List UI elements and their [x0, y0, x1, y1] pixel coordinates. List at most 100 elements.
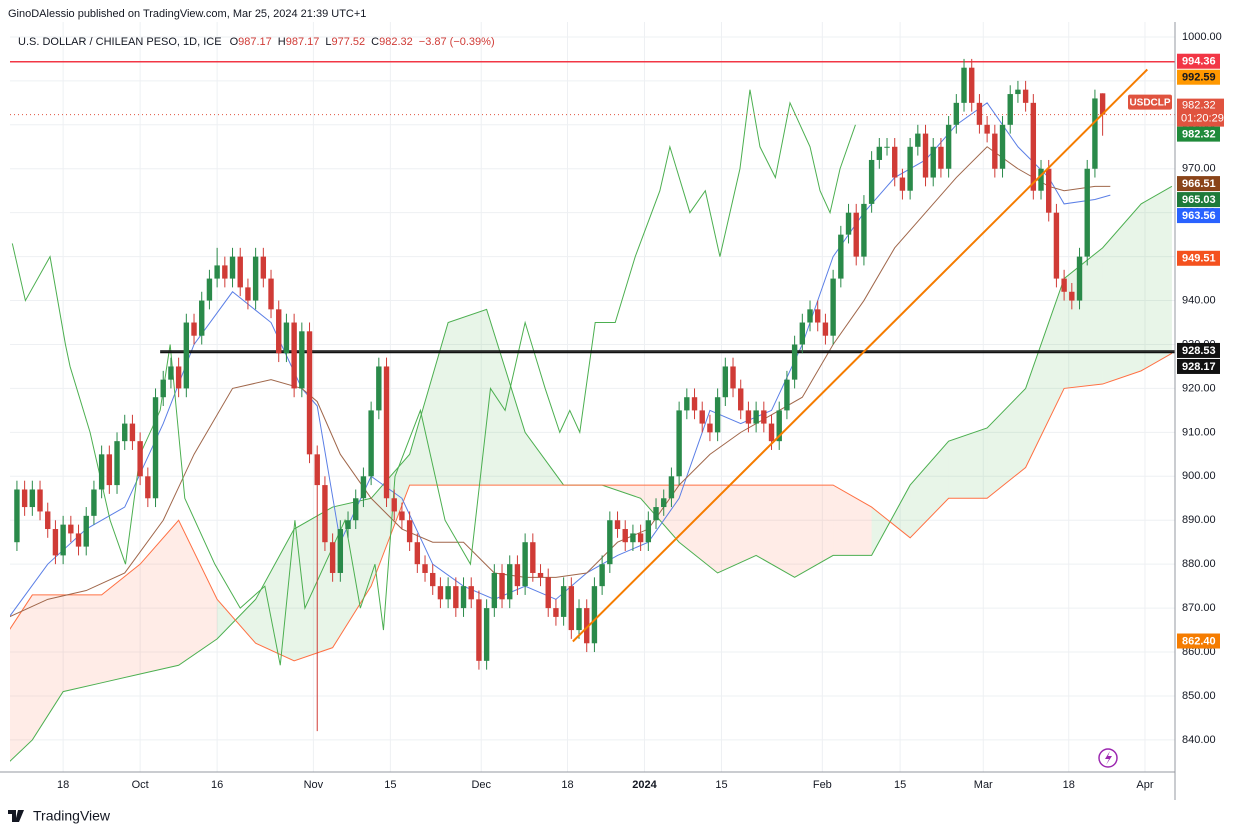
- candle-body: [884, 146, 890, 148]
- x-tick-label: 16: [211, 779, 223, 791]
- symbol-legend: U.S. DOLLAR / CHILEAN PESO, 1D, ICE O987.…: [18, 36, 495, 48]
- price-label-box: [1177, 250, 1220, 266]
- candle-body: [714, 397, 721, 433]
- cloud-fill: [717, 485, 757, 573]
- candle-body: [229, 256, 236, 279]
- y-tick-label: 880.00: [1182, 558, 1216, 570]
- candle-body: [322, 485, 328, 543]
- candle-body: [653, 507, 659, 521]
- candle-body: [422, 564, 428, 573]
- price-label: 966.51: [1182, 178, 1216, 190]
- publisher-header: GinoDAlessio published on TradingView.co…: [8, 8, 366, 20]
- candle-body: [899, 177, 906, 191]
- candle-body: [784, 379, 790, 411]
- candle-body: [245, 287, 251, 301]
- candle-body: [1030, 102, 1037, 191]
- candle-body: [222, 265, 228, 279]
- candle-body: [938, 146, 944, 169]
- candle-body: [637, 533, 644, 543]
- candle-body: [845, 212, 852, 235]
- last-price-value: 982.32: [1182, 100, 1216, 112]
- price-label-box: [1177, 633, 1220, 649]
- candle-body: [922, 133, 929, 178]
- candle-body: [1007, 94, 1013, 125]
- plot-area: [10, 58, 1175, 762]
- candle-body: [915, 133, 921, 147]
- candle-body: [260, 256, 267, 279]
- candle-body: [199, 300, 205, 336]
- candle-body: [507, 564, 513, 600]
- price-label-box: [1177, 176, 1220, 192]
- price-label: 992.59: [1182, 72, 1216, 84]
- candle-body: [1092, 98, 1098, 169]
- candle-body: [214, 265, 220, 279]
- candle-body: [299, 331, 305, 389]
- symbol-tag-text: USDCLP: [1129, 97, 1170, 108]
- span-b-line: [10, 352, 1173, 662]
- candle-body: [168, 366, 174, 380]
- price-label-box: [1177, 192, 1220, 208]
- candle-body: [599, 564, 605, 587]
- axes: 840.00 850.00 860.00 870.00 880.00 890.00 900.…: [57, 31, 1224, 791]
- candle-body: [522, 542, 528, 587]
- candle-body: [460, 586, 467, 609]
- candle-body: [276, 309, 282, 354]
- candle-body: [414, 542, 421, 565]
- x-tick-label: 2024: [632, 779, 657, 791]
- cloud-fill: [371, 454, 410, 587]
- candle-body: [152, 397, 159, 499]
- price-label: 994.36: [1182, 56, 1216, 68]
- candle-body: [1022, 89, 1029, 103]
- y-tick-label: 850.00: [1182, 690, 1216, 702]
- candle-body: [607, 520, 613, 565]
- candle-body: [830, 278, 836, 336]
- candle-body: [37, 489, 43, 512]
- candle-body: [98, 454, 105, 490]
- y-tick-label: 840.00: [1182, 734, 1216, 746]
- candle-body: [191, 322, 197, 336]
- candle-body: [237, 256, 243, 288]
- candle-body: [568, 586, 575, 631]
- candle-body: [1038, 168, 1044, 191]
- candle-body: [306, 331, 313, 455]
- candle-body: [961, 67, 967, 103]
- candle-body: [776, 410, 782, 442]
- price-label-box: [1177, 358, 1220, 374]
- candle-body: [14, 489, 20, 543]
- y-tick-label: 890.00: [1182, 514, 1216, 526]
- candle-body: [1015, 89, 1021, 95]
- symbol-tag: [1128, 94, 1172, 110]
- x-tick-label: Nov: [304, 779, 324, 791]
- x-tick-label: Dec: [471, 779, 491, 791]
- y-tick-label: 920.00: [1182, 382, 1216, 394]
- price-label-box: [1177, 208, 1220, 224]
- candle-body: [553, 608, 559, 617]
- price-label: 862.40: [1182, 635, 1216, 647]
- ohlc-value: 982.32: [379, 36, 413, 48]
- trend-line: [572, 68, 1148, 643]
- indicator-line: [10, 146, 1111, 618]
- cloud-fill: [63, 594, 102, 692]
- x-tick-label: 15: [894, 779, 906, 791]
- candle-body: [545, 577, 551, 609]
- price-change: −3.87 (−0.39%): [419, 36, 495, 48]
- y-tick-label: 860.00: [1182, 646, 1216, 658]
- ohlc-label: C: [371, 36, 379, 48]
- candle-body: [1076, 256, 1083, 301]
- candle-body: [137, 441, 143, 477]
- candle-body: [969, 67, 975, 103]
- cloud-fill: [448, 309, 487, 486]
- candle-body: [976, 102, 983, 125]
- tradingview-logo: TradingView: [8, 808, 111, 824]
- candle-body: [892, 146, 898, 178]
- candle-body: [560, 586, 567, 617]
- candle-body: [52, 529, 59, 556]
- candle-body: [283, 322, 290, 354]
- candle-body: [661, 498, 667, 508]
- candle-body: [314, 454, 320, 486]
- cloud-fill: [101, 564, 141, 683]
- candle-body: [499, 572, 505, 600]
- cloud-fill: [409, 322, 449, 486]
